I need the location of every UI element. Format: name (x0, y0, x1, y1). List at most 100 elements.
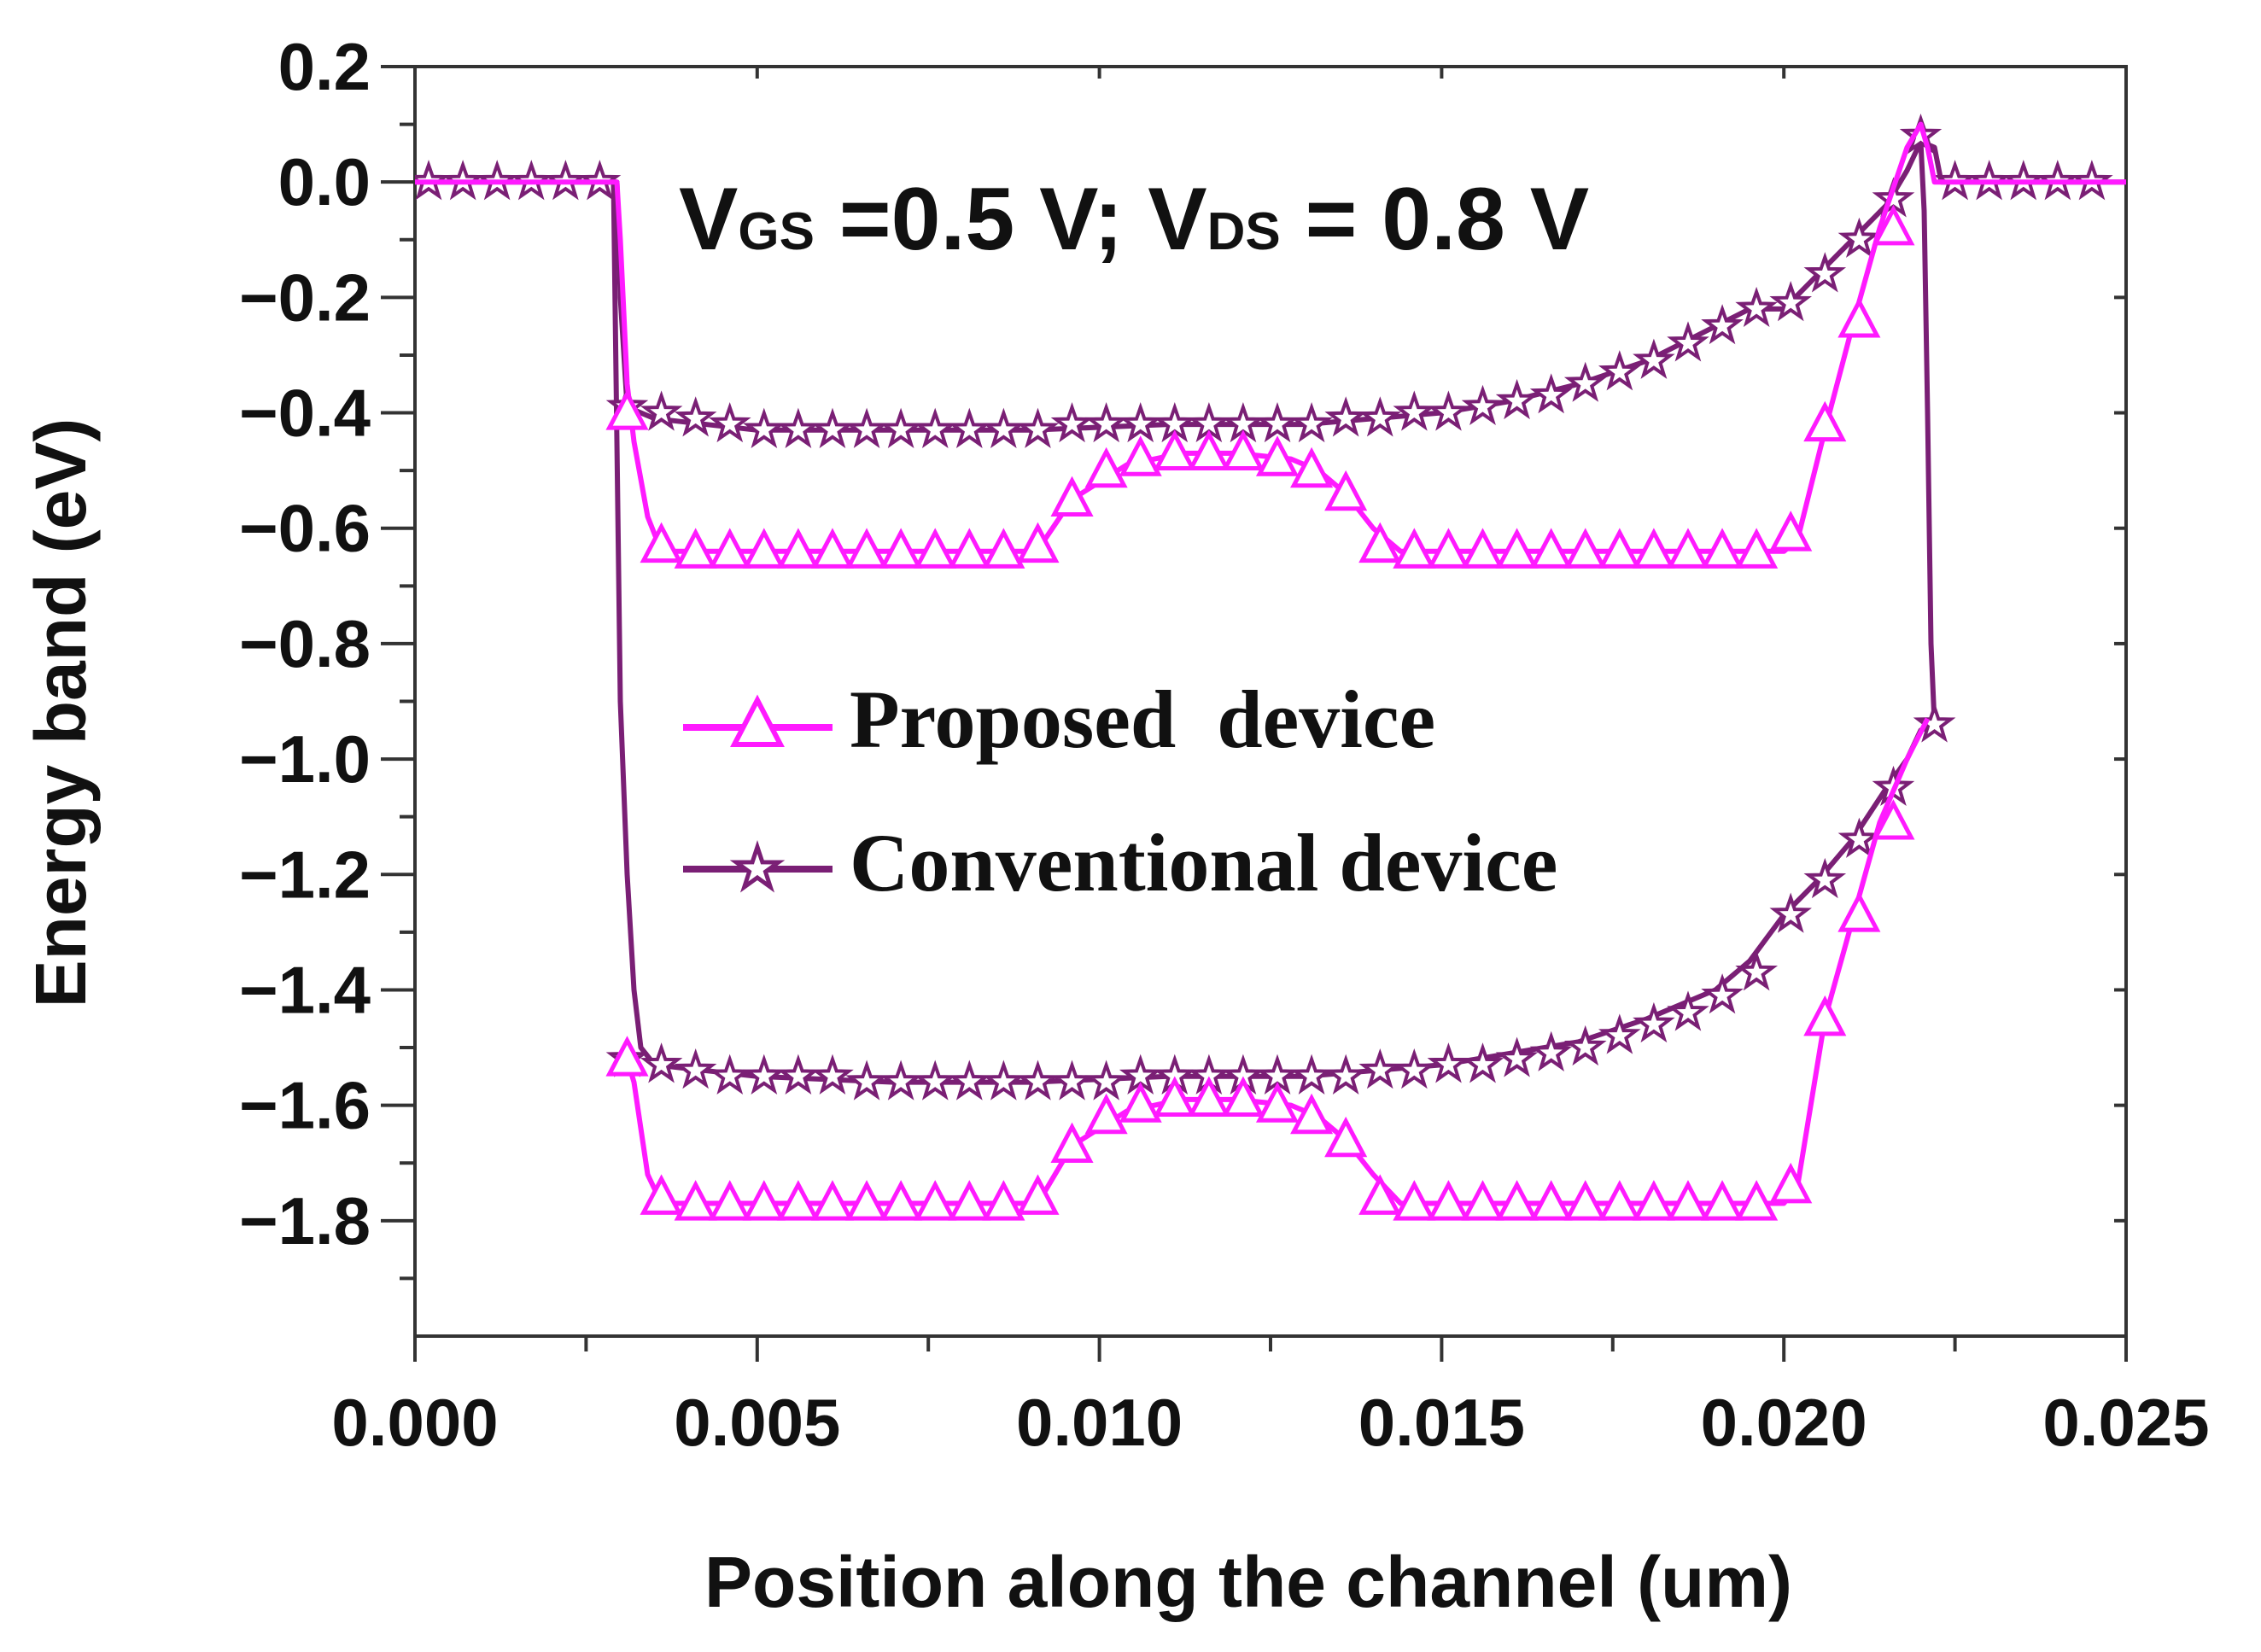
data-point-proposed (1119, 1082, 1162, 1123)
data-point-proposed (1495, 528, 1539, 569)
y-tick-label: −1.4 (239, 952, 371, 1027)
x-tick-label: 0.000 (331, 1385, 498, 1460)
data-point-conventional (811, 1054, 854, 1095)
data-point-conventional (1393, 1048, 1436, 1089)
y-tick-label: −0.8 (239, 606, 371, 681)
data-point-conventional (1563, 1024, 1607, 1066)
data-point-conventional (1701, 304, 1744, 345)
data-point-conventional (1495, 378, 1539, 420)
data-point-proposed (982, 1180, 1025, 1221)
series-line-conventional (1918, 141, 1937, 725)
data-point-conventional (742, 1054, 786, 1095)
data-point-proposed (948, 528, 991, 569)
y-tick-label: −0.2 (239, 260, 371, 335)
data-point-proposed (879, 528, 923, 569)
data-point-conventional (777, 1054, 820, 1095)
data-point-proposed (640, 1174, 683, 1215)
x-tick-label: 0.005 (674, 1385, 840, 1460)
data-point-conventional (777, 407, 820, 448)
data-point-conventional (1119, 402, 1162, 443)
data-point-proposed (1221, 1076, 1265, 1117)
data-point-conventional (879, 407, 923, 448)
data-point-proposed (1427, 1180, 1470, 1221)
data-point-proposed (1324, 1116, 1368, 1158)
series-layer (415, 114, 2126, 1221)
data-point-proposed (1666, 1180, 1710, 1221)
data-point-proposed (1187, 1076, 1230, 1117)
data-point-conventional (1529, 1030, 1573, 1071)
data-point-proposed (1016, 522, 1060, 563)
data-point-proposed (1255, 1082, 1300, 1123)
data-point-proposed (1872, 204, 1915, 246)
y-tick-label: −0.4 (239, 376, 371, 451)
data-point-proposed (1837, 297, 1881, 338)
bias-annotation: VGS =0.5 V; VDS = 0.8 V (679, 170, 1589, 269)
data-point-proposed (1803, 400, 1847, 442)
data-point-proposed (776, 528, 820, 569)
data-point-conventional (811, 407, 854, 448)
data-point-proposed (1563, 528, 1607, 569)
data-point-conventional (742, 407, 786, 448)
data-point-conventional (708, 1054, 751, 1095)
data-point-conventional (1427, 390, 1470, 431)
data-point-conventional (1633, 1001, 1675, 1043)
legend-marker-star (729, 840, 786, 893)
data-point-conventional (1633, 338, 1675, 379)
data-point-proposed (1735, 528, 1779, 569)
legend-item-proposed: Proposed device (683, 674, 1435, 765)
legend-label-conventional: Conventional device (850, 817, 1557, 908)
data-point-proposed (1153, 1076, 1196, 1117)
data-point-proposed (1495, 1180, 1539, 1221)
data-point-proposed (879, 1180, 923, 1221)
y-tick-label: 0.0 (278, 144, 371, 219)
data-point-proposed (1084, 447, 1128, 488)
data-point-proposed (810, 1180, 855, 1221)
data-point-conventional (914, 1059, 956, 1100)
data-point-proposed (1358, 522, 1402, 563)
data-point-proposed (1598, 528, 1641, 569)
data-point-proposed (708, 528, 751, 569)
data-point-proposed (982, 528, 1025, 569)
legend-label-proposed: Proposed device (850, 674, 1435, 765)
data-point-proposed (1701, 1180, 1744, 1221)
data-point-proposed (1461, 1180, 1504, 1221)
y-tick-label: −1.2 (239, 837, 371, 912)
y-tick-label: −0.6 (239, 491, 371, 566)
data-point-conventional (1016, 407, 1060, 448)
data-point-conventional (1050, 402, 1094, 443)
x-tick-label: 0.020 (1701, 1385, 1867, 1460)
data-point-conventional (1461, 384, 1504, 425)
data-point-proposed (1632, 1180, 1675, 1221)
data-point-proposed (845, 1180, 889, 1221)
x-tick-label: 0.025 (2042, 1385, 2209, 1460)
data-point-proposed (1769, 511, 1813, 552)
data-point-conventional (1495, 1036, 1539, 1077)
data-point-proposed (1255, 435, 1300, 476)
data-point-proposed (742, 1180, 786, 1221)
data-point-conventional (1393, 390, 1436, 431)
data-point-conventional (1084, 1059, 1128, 1100)
data-point-proposed (1769, 1162, 1813, 1204)
data-point-proposed (1358, 1174, 1402, 1215)
data-point-conventional (845, 1059, 888, 1100)
data-point-proposed (674, 1180, 717, 1221)
data-point-conventional (1803, 857, 1847, 899)
data-point-proposed (1187, 429, 1230, 470)
data-point-proposed (1119, 435, 1162, 476)
data-point-proposed (1529, 1180, 1573, 1221)
data-point-conventional (1837, 817, 1881, 858)
data-point-conventional (1837, 217, 1881, 258)
data-point-proposed (1427, 528, 1470, 569)
x-axis-title: Position along the channel (um) (704, 1542, 1792, 1622)
data-point-proposed (1701, 528, 1744, 569)
data-point-conventional (640, 1042, 683, 1083)
data-point-conventional (1050, 1059, 1094, 1100)
x-tick-label: 0.015 (1358, 1385, 1525, 1460)
data-point-proposed (845, 528, 889, 569)
y-tick-label: −1.8 (239, 1183, 371, 1258)
data-point-conventional (1667, 990, 1709, 1031)
data-point-conventional (1461, 1042, 1504, 1083)
data-point-conventional (708, 402, 751, 443)
data-point-proposed (1084, 1093, 1128, 1135)
